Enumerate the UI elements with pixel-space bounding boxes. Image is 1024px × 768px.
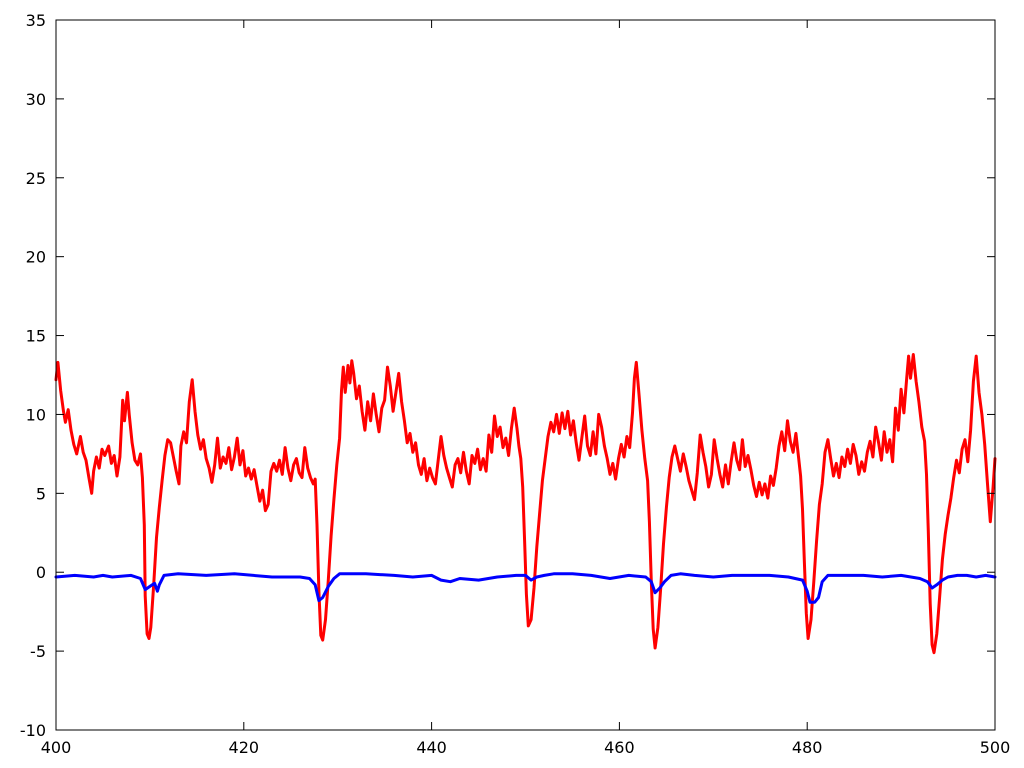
y-tick-label: 15 bbox=[26, 327, 46, 346]
x-tick-label: 420 bbox=[229, 738, 260, 757]
y-tick-label: 0 bbox=[36, 563, 46, 582]
y-tick-label: -10 bbox=[20, 721, 46, 740]
x-tick-label: 460 bbox=[604, 738, 635, 757]
y-tick-label: 20 bbox=[26, 248, 46, 267]
x-tick-label: 440 bbox=[416, 738, 447, 757]
x-tick-label: 500 bbox=[980, 738, 1011, 757]
tick-labels-layer: 400 420 440 460 480 500 -10 -5 0 5 10 15 20 25 30 35 bbox=[20, 11, 1010, 757]
y-tick-label: 5 bbox=[36, 484, 46, 503]
x-tick-label: 400 bbox=[41, 738, 72, 757]
series-line-1 bbox=[54, 353, 997, 655]
y-tick-label: 10 bbox=[26, 405, 46, 424]
y-tick-label: 30 bbox=[26, 90, 46, 109]
y-tick-label: 25 bbox=[26, 169, 46, 188]
ticks-layer bbox=[55, 19, 996, 731]
plot-frame bbox=[55, 19, 996, 731]
x-tick-label: 480 bbox=[792, 738, 823, 757]
y-tick-label: 35 bbox=[26, 11, 46, 30]
y-tick-label: -5 bbox=[30, 642, 46, 661]
series-line-2 bbox=[54, 572, 997, 604]
series-layer bbox=[54, 353, 997, 655]
